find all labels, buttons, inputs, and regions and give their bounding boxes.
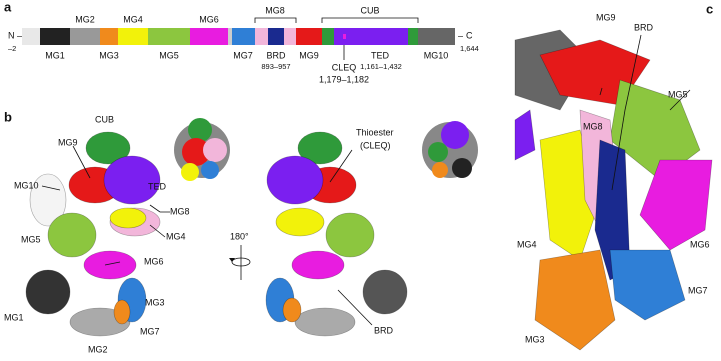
range-label: 1,179–1,182 <box>319 74 369 84</box>
domain-label: MG3 <box>99 50 119 60</box>
domain-label: TED <box>371 50 390 60</box>
domain-label: CUB <box>360 5 379 15</box>
domain-label: MG4 <box>123 14 143 24</box>
domain-label: MG2 <box>75 14 95 24</box>
structure-zoom <box>514 29 713 351</box>
c-terminus: C <box>466 30 473 40</box>
panel-label: b <box>4 109 12 124</box>
structure-label: MG4 <box>517 239 537 249</box>
structure-label: BRD <box>374 325 394 335</box>
n-terminus: N <box>8 30 15 40</box>
structure-label: MG10 <box>14 180 39 190</box>
structure-label: MG1 <box>4 312 24 322</box>
domain-label: MG8 <box>265 5 285 15</box>
structure-label: MG8 <box>170 206 190 216</box>
range-label: 1,161–1,432 <box>360 62 402 71</box>
structure-left <box>25 118 230 337</box>
structure-label: Thioester <box>356 127 394 137</box>
dash: – <box>458 30 463 40</box>
structure-label: MG3 <box>145 297 165 307</box>
domain-label: MG7 <box>233 50 253 60</box>
n-number: –2 <box>8 44 16 53</box>
structure-right <box>265 121 478 337</box>
rotation-arrow <box>229 245 251 280</box>
structure-label: TED <box>148 181 167 191</box>
structure-label: MG3 <box>525 334 545 344</box>
structure-label: MG7 <box>140 326 160 336</box>
structure-label: (CLEQ) <box>360 140 391 150</box>
domain-label: MG5 <box>159 50 179 60</box>
structure-label: MG6 <box>690 239 710 249</box>
rotation-label: 180° <box>230 231 249 241</box>
domain-label: MG10 <box>424 50 449 60</box>
dash: – <box>17 30 22 40</box>
domain-label: MG1 <box>45 50 65 60</box>
c-number: 1,644 <box>460 44 479 53</box>
panel-label: a <box>4 0 12 14</box>
cleq-label: CLEQ <box>332 62 357 72</box>
structure-label: MG7 <box>688 285 708 295</box>
domain-label: MG9 <box>299 50 319 60</box>
range-label: 893–957 <box>261 62 290 71</box>
structure-label: MG5 <box>21 234 41 244</box>
domain-bar <box>22 28 455 45</box>
structure-label: MG5 <box>668 89 688 99</box>
structure-label: MG9 <box>596 12 616 22</box>
structure-label: MG9 <box>58 137 78 147</box>
structure-label: CUB <box>95 114 114 124</box>
domain-label: BRD <box>266 50 286 60</box>
structure-label: MG6 <box>144 256 164 266</box>
structure-label: MG4 <box>166 231 186 241</box>
domain-label: MG6 <box>199 14 219 24</box>
panel-label: c <box>706 1 713 16</box>
structure-label: BRD <box>634 22 654 32</box>
structure-label: MG8 <box>583 121 603 131</box>
structure-label: MG2 <box>88 344 108 354</box>
